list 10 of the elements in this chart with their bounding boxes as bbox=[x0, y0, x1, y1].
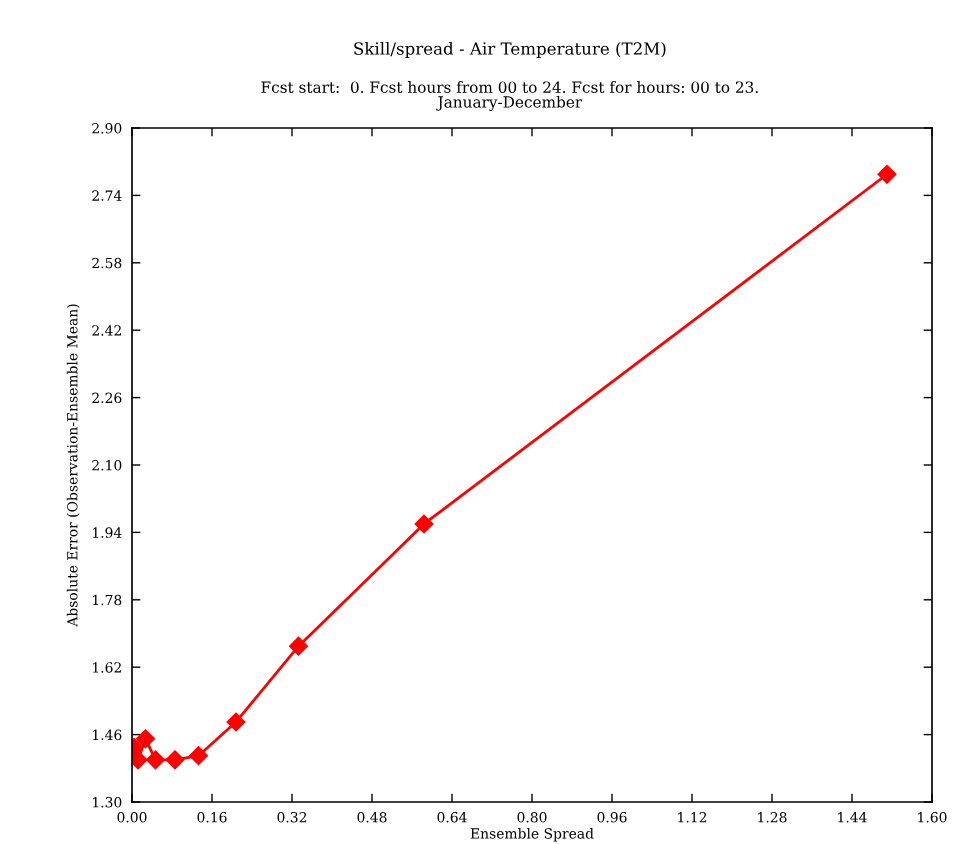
point bbox=[189, 746, 208, 765]
point bbox=[226, 712, 246, 732]
point bbox=[414, 514, 434, 534]
point bbox=[165, 750, 185, 770]
point bbox=[132, 750, 148, 770]
chart-title: Skill/spread - Air Temperature (T2M) bbox=[354, 41, 666, 59]
point bbox=[136, 729, 155, 749]
point bbox=[877, 165, 897, 184]
point bbox=[289, 636, 308, 656]
point bbox=[146, 750, 165, 770]
